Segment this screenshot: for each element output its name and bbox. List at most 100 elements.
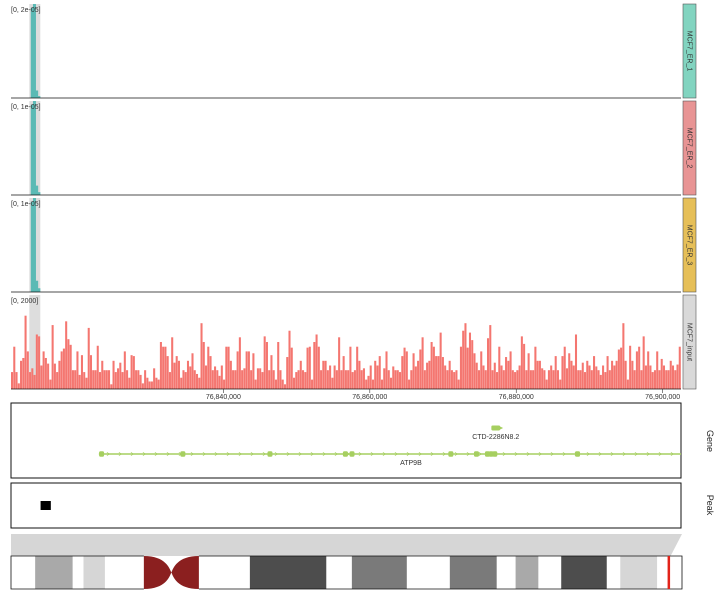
signal-bar xyxy=(620,347,623,389)
signal-bar xyxy=(480,351,483,389)
gene-exon xyxy=(473,451,479,457)
signal-bar xyxy=(209,356,212,389)
signal-bar xyxy=(360,370,363,389)
signal-bar xyxy=(543,370,546,389)
signal-bar xyxy=(599,374,602,389)
strand-arrow xyxy=(442,451,446,457)
signal-bar xyxy=(123,351,126,389)
signal-bar xyxy=(220,365,223,389)
signal-bar xyxy=(132,356,135,389)
ideogram-band xyxy=(351,556,407,589)
signal-bar xyxy=(89,355,93,389)
signal-bar xyxy=(40,365,43,389)
signal-bar xyxy=(87,327,90,389)
signal-bar xyxy=(236,351,239,389)
signal-bar xyxy=(175,356,178,389)
signal-bar xyxy=(225,346,228,389)
signal-bar xyxy=(277,342,280,389)
signal-bar xyxy=(256,368,259,389)
signal-bar xyxy=(37,192,41,195)
signal-bar xyxy=(477,370,481,389)
signal-bar xyxy=(62,348,65,389)
signal-bar xyxy=(265,342,268,389)
signal-bar xyxy=(678,346,681,389)
signal-bar xyxy=(56,372,59,389)
signal-bar xyxy=(150,381,153,389)
signal-bar xyxy=(83,372,86,389)
ideogram-band xyxy=(496,556,516,589)
peak-track-frame xyxy=(10,482,682,529)
signal-bar xyxy=(243,368,246,389)
signal-bar xyxy=(653,370,656,389)
signal-bar xyxy=(498,346,501,389)
signal-bar xyxy=(74,370,77,389)
signal-bar xyxy=(412,353,415,389)
signal-bar xyxy=(667,370,670,389)
ideogram-outline-right xyxy=(198,555,683,590)
signal-bar xyxy=(37,288,41,292)
signal-bar xyxy=(642,336,645,389)
signal-bar xyxy=(162,346,165,389)
signal-bar xyxy=(71,370,74,389)
signal-bar xyxy=(130,355,133,389)
strand-arrow xyxy=(142,451,146,457)
signal-bar xyxy=(622,323,625,389)
track-MCF7_ER_1: [0, 2e-05] MCF7_ER_1 xyxy=(11,3,697,99)
signal-bar xyxy=(430,342,433,389)
strand-arrow xyxy=(394,451,398,457)
signal-bar xyxy=(473,353,476,389)
signal-bar xyxy=(326,370,329,389)
track-name-label: MCF7_ER_2 xyxy=(686,128,693,169)
strand-arrow xyxy=(454,451,458,457)
strand-arrow xyxy=(658,451,662,457)
strand-arrow xyxy=(586,451,590,457)
signal-bar xyxy=(419,349,422,389)
signal-bar xyxy=(484,370,487,389)
signal-bar xyxy=(401,356,404,389)
signal-bar xyxy=(502,370,505,389)
signal-bar xyxy=(329,365,332,389)
signal-bar xyxy=(30,201,34,292)
signal-bar xyxy=(195,373,199,389)
signal-bar xyxy=(166,356,169,389)
chromosome-ideogram xyxy=(10,534,683,590)
gene-exon xyxy=(267,451,273,457)
peak-region xyxy=(40,501,51,510)
signal-bar xyxy=(35,280,39,292)
signal-bar xyxy=(534,346,537,389)
signal-bar xyxy=(649,365,652,389)
signal-bar xyxy=(98,372,102,389)
signal-bar xyxy=(205,365,208,389)
signal-bar xyxy=(189,366,192,389)
zoom-funnel xyxy=(11,534,682,556)
ideogram-band xyxy=(326,556,352,589)
highlight-band xyxy=(29,295,41,389)
signal-bar xyxy=(588,365,591,389)
signal-bar xyxy=(268,370,271,389)
gene-track-frame xyxy=(10,402,682,479)
signal-bar xyxy=(462,330,465,389)
axis-tick-label: 76,860,000 xyxy=(352,394,387,401)
signal-bar xyxy=(53,363,56,389)
strand-arrow xyxy=(130,451,134,457)
signal-bar xyxy=(441,357,444,389)
signal-bar xyxy=(202,342,205,389)
signal-bar xyxy=(493,362,496,389)
signal-bar xyxy=(22,357,25,389)
signal-bar xyxy=(288,330,291,389)
strand-arrow xyxy=(202,451,206,457)
strand-arrow xyxy=(562,451,566,457)
signal-bar xyxy=(541,368,544,389)
signal-bar xyxy=(410,370,413,389)
signal-bar xyxy=(581,362,584,389)
signal-bar xyxy=(105,370,108,389)
signal-bar xyxy=(369,365,372,389)
signal-bar xyxy=(457,379,460,389)
signal-bar xyxy=(128,377,131,389)
signal-bar xyxy=(387,370,390,389)
gene-track-label: Gene xyxy=(705,430,715,452)
signal-bar xyxy=(17,383,20,389)
signal-bar xyxy=(403,347,406,389)
signal-bar xyxy=(299,360,302,389)
